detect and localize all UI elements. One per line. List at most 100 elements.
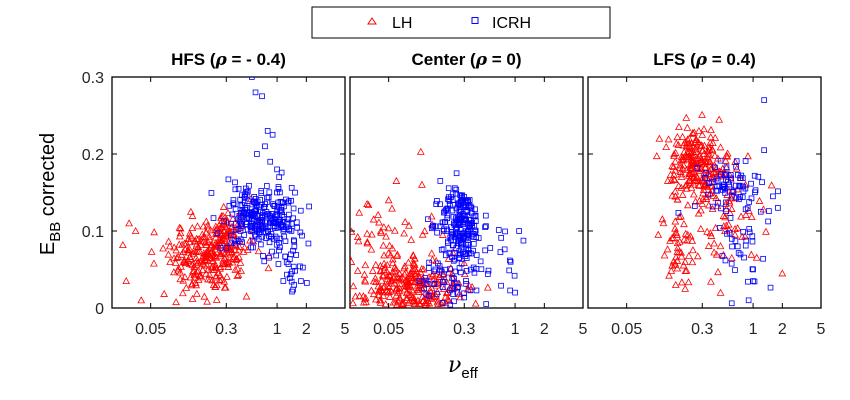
point-icrh (416, 278, 423, 284)
point-icrh (238, 210, 244, 216)
point-lh (372, 278, 380, 286)
point-lh (192, 260, 201, 268)
point-lh (716, 242, 725, 250)
point-icrh (706, 180, 713, 186)
point-lh (176, 224, 185, 232)
point-lh (393, 273, 402, 281)
point-lh (403, 277, 412, 285)
point-lh (165, 242, 174, 250)
point-lh (414, 287, 423, 295)
point-icrh (265, 211, 272, 217)
point-icrh (437, 201, 443, 208)
point-lh (699, 195, 707, 203)
point-icrh (472, 206, 478, 213)
point-icrh (464, 209, 471, 215)
point-lh (727, 204, 736, 212)
point-lh (202, 248, 211, 256)
point-lh (663, 245, 672, 253)
point-lh (236, 258, 245, 266)
point-icrh (723, 177, 729, 183)
point-lh (681, 284, 690, 292)
point-lh (670, 150, 679, 158)
point-lh (685, 176, 694, 184)
point-lh (224, 238, 233, 246)
point-lh (193, 222, 202, 230)
point-lh (137, 296, 146, 304)
point-icrh (267, 158, 274, 165)
point-lh (689, 129, 698, 138)
point-lh (741, 232, 749, 240)
point-lh (217, 237, 225, 245)
point-lh (671, 217, 680, 225)
point-lh (711, 151, 719, 159)
point-icrh (244, 214, 251, 221)
point-lh (702, 157, 711, 165)
point-icrh (740, 228, 746, 235)
point-lh (164, 237, 173, 245)
point-icrh (239, 239, 245, 245)
point-lh (164, 250, 173, 258)
point-lh (196, 271, 205, 279)
point-lh (407, 273, 416, 281)
point-lh (697, 155, 706, 163)
point-icrh (291, 238, 297, 245)
point-lh (435, 272, 444, 280)
point-icrh (255, 218, 261, 225)
point-lh (204, 265, 212, 273)
point-icrh (237, 236, 244, 243)
point-lh (680, 235, 689, 243)
point-lh (441, 299, 450, 307)
point-icrh (241, 209, 247, 215)
point-icrh (478, 266, 485, 273)
point-icrh (297, 207, 304, 214)
point-icrh (713, 175, 720, 182)
point-icrh (473, 252, 480, 258)
point-icrh (306, 203, 312, 210)
point-icrh (453, 230, 459, 237)
point-lh (176, 268, 185, 276)
point-icrh (275, 186, 282, 192)
point-lh (230, 230, 239, 238)
point-lh (694, 176, 702, 184)
point-lh (203, 297, 212, 305)
point-lh (691, 135, 700, 144)
point-lh (685, 251, 693, 259)
point-icrh (299, 232, 305, 239)
point-icrh (217, 245, 224, 251)
point-icrh (457, 250, 463, 257)
point-icrh (229, 211, 236, 218)
point-icrh (459, 192, 466, 199)
point-lh (350, 257, 356, 265)
point-lh (211, 263, 219, 271)
point-icrh (456, 255, 462, 261)
point-lh (424, 296, 432, 304)
point-icrh (453, 245, 460, 251)
point-icrh (705, 191, 711, 198)
point-lh (671, 192, 680, 200)
point-lh (698, 146, 707, 154)
point-lh (409, 287, 418, 295)
point-lh (686, 178, 695, 186)
x-tick-label: 5 (579, 321, 588, 338)
point-icrh (475, 235, 482, 241)
point-lh (178, 289, 187, 297)
point-icrh (451, 298, 457, 305)
point-lh (396, 295, 404, 303)
point-lh (685, 169, 693, 177)
point-lh (441, 293, 450, 301)
point-icrh (728, 236, 735, 242)
point-lh (180, 239, 189, 247)
point-lh (689, 156, 698, 164)
point-lh (199, 249, 208, 257)
point-lh (191, 278, 200, 286)
x-tick-label: 0.3 (453, 321, 475, 338)
point-lh (359, 298, 368, 306)
point-lh (693, 252, 702, 260)
point-icrh (458, 198, 464, 205)
point-icrh (232, 240, 239, 247)
point-lh (710, 248, 718, 256)
point-lh (172, 253, 181, 261)
point-icrh (463, 268, 470, 274)
point-icrh (284, 216, 291, 222)
